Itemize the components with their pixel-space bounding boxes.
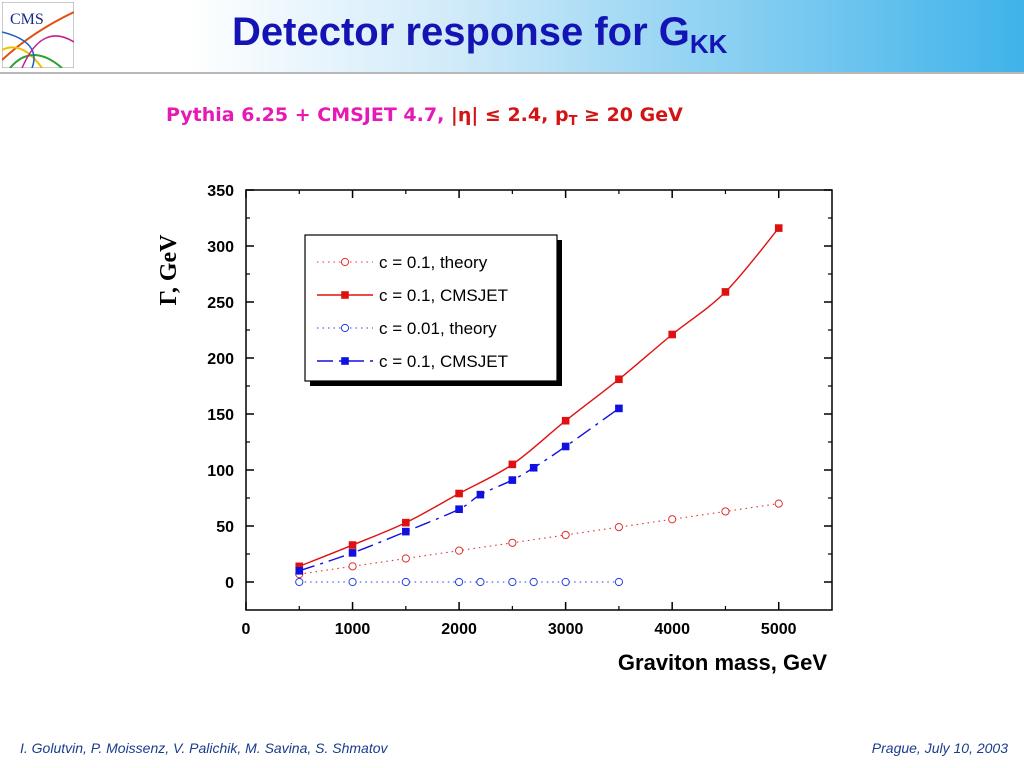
series-4-point xyxy=(348,549,357,557)
y-tick-label: 250 xyxy=(207,295,234,312)
subtitle: Pythia 6.25 + CMSJET 4.7, |η| ≤ 2.4, pT … xyxy=(166,104,683,129)
series-1-point xyxy=(561,530,570,540)
legend-label: c = 0.1, theory xyxy=(379,253,488,272)
series-2-point xyxy=(508,460,517,469)
series-1-point xyxy=(668,515,677,524)
series-2-point xyxy=(774,224,783,232)
header-divider xyxy=(0,72,1024,74)
legend: c = 0.1, theory c = 0.1, CMSJET c = 0.01, … xyxy=(304,234,562,386)
chart: 0 1000 2000 3000 4000 5000 0 50 100 150 200 250 300 3… xyxy=(156,183,833,675)
series-2-line xyxy=(299,227,780,567)
series-3-point xyxy=(529,577,538,587)
series-4-point xyxy=(402,527,410,536)
series-1-point xyxy=(774,499,783,508)
series-4-point xyxy=(529,463,538,472)
series-3-point xyxy=(348,577,357,587)
x-tick-label: 4000 xyxy=(654,621,690,638)
series-1-line xyxy=(299,503,779,575)
header-bar xyxy=(0,0,1024,74)
x-tick-label: 2000 xyxy=(441,621,477,638)
series-4-point xyxy=(615,404,623,413)
series-4-line xyxy=(299,407,620,572)
x-tick-label: 1000 xyxy=(335,621,371,638)
series-1-point xyxy=(614,523,624,532)
series-3-point xyxy=(295,577,304,587)
x-tick-label: 3000 xyxy=(548,621,584,638)
series-3-point xyxy=(401,577,410,587)
series-3 xyxy=(295,577,624,587)
series-4-point xyxy=(295,567,304,575)
series-3-point xyxy=(454,577,464,587)
footer-authors: I. Golutvin, P. Moissenz, V. Palichik, M… xyxy=(20,740,388,756)
plot-frame xyxy=(245,189,833,611)
series-2-point xyxy=(561,416,570,425)
y-tick-label: 50 xyxy=(216,519,234,536)
legend-label: c = 0.01, theory xyxy=(379,319,497,338)
series-3-point xyxy=(476,577,485,587)
series-4 xyxy=(295,404,623,575)
series-1-point xyxy=(508,538,517,547)
series-3-point xyxy=(508,577,517,587)
y-tick-label: 200 xyxy=(207,351,234,368)
subtitle-cuts: |η| ≤ 2.4, pT ≥ 20 GeV xyxy=(450,104,683,129)
series-layer xyxy=(295,224,783,587)
page-title: Detector response for GKK xyxy=(232,10,727,60)
series-1-point xyxy=(401,554,410,563)
subtitle-pt-subscript: T xyxy=(568,114,578,129)
title-subscript: KK xyxy=(689,29,728,59)
series-3-point xyxy=(614,577,624,587)
series-1-point xyxy=(454,546,464,555)
axes: 0 1000 2000 3000 4000 5000 0 50 100 150 200 250 300 3… xyxy=(207,183,833,638)
legend-swatch-marker xyxy=(341,291,349,299)
series-4-point xyxy=(476,490,485,499)
x-tick-label: 5000 xyxy=(761,621,797,638)
series-2-point xyxy=(721,288,730,296)
legend-label: c = 0.1, CMSJET xyxy=(379,352,508,371)
series-1-point xyxy=(348,562,357,571)
y-tick-label: 350 xyxy=(207,183,234,200)
x-tick-label: 0 xyxy=(242,621,251,638)
y-tick-label: 0 xyxy=(225,575,234,592)
series-2 xyxy=(295,224,783,571)
logo-text: CMS xyxy=(10,11,44,28)
legend-swatch-marker xyxy=(340,257,350,267)
cms-logo: CMS xyxy=(2,2,74,68)
series-1 xyxy=(295,499,783,579)
series-3-point xyxy=(561,577,570,587)
title-main: Detector response for G xyxy=(232,10,690,54)
subtitle-eta-cut: |η| ≤ 2.4, p xyxy=(450,104,569,126)
y-axis-title: Γ, GeV xyxy=(156,234,182,306)
series-1-point xyxy=(721,507,730,516)
x-axis-title: Graviton mass, GeV xyxy=(618,650,827,675)
series-2-point xyxy=(615,375,623,384)
subtitle-pt-cut: ≥ 20 GeV xyxy=(577,104,683,126)
y-tick-label: 100 xyxy=(207,463,234,480)
legend-swatch-marker xyxy=(341,357,349,365)
legend-swatch-marker xyxy=(340,323,350,333)
footer-venue-date: Prague, July 10, 2003 xyxy=(871,740,1008,756)
y-tick-label: 150 xyxy=(207,407,234,424)
legend-label: c = 0.1, CMSJET xyxy=(379,286,508,305)
series-2-point xyxy=(455,489,463,498)
series-4-point xyxy=(561,442,570,451)
series-2-point xyxy=(295,562,304,571)
series-4-point xyxy=(508,476,517,484)
series-2-point xyxy=(668,330,676,339)
series-4-point xyxy=(455,505,463,513)
subtitle-generator: Pythia 6.25 + CMSJET 4.7, xyxy=(166,104,451,126)
y-tick-label: 300 xyxy=(207,239,234,256)
series-2-point xyxy=(348,541,357,549)
series-2-point xyxy=(402,518,410,527)
